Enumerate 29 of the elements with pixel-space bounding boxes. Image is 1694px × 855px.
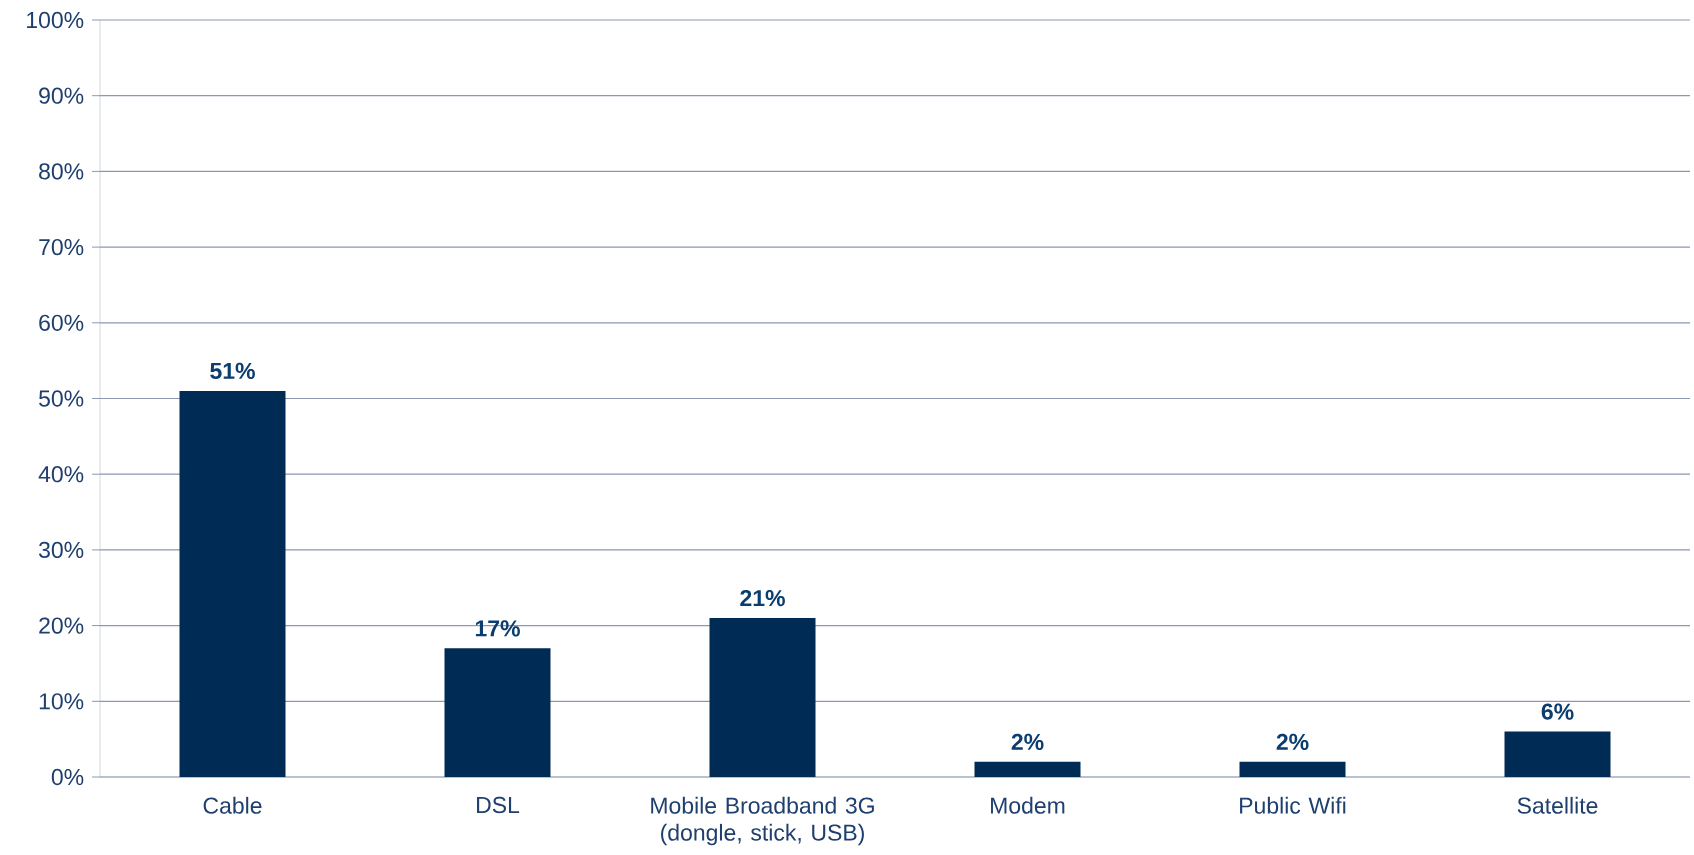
data-label: 2%: [1276, 733, 1309, 750]
y-tick-label: 100%: [27, 11, 84, 29]
y-tick-label: 70%: [39, 238, 84, 256]
x-tick-label: Modem: [991, 796, 1065, 814]
y-tick-label: 90%: [39, 87, 84, 104]
data-label: 17%: [475, 620, 520, 637]
y-tick-label: 60%: [39, 314, 84, 331]
bar: [1239, 761, 1346, 777]
x-tick-label: Satellite: [1517, 796, 1598, 814]
bar: [179, 390, 286, 777]
x-tick-label: Cable: [203, 796, 262, 814]
y-tick-label: 80%: [39, 163, 84, 180]
y-tick-label: 0%: [51, 768, 84, 786]
y-tick-label: 10%: [39, 693, 84, 710]
data-label: 2%: [1011, 733, 1044, 750]
y-tick-label: 30%: [38, 541, 84, 559]
bar: [974, 761, 1081, 777]
y-tick-label: 40%: [38, 466, 84, 483]
y-tick-label: 20%: [39, 617, 84, 634]
bar: [444, 648, 551, 777]
bar: [1504, 731, 1611, 777]
data-label: 21%: [740, 589, 785, 607]
x-tick-label: Public Wifi: [1240, 796, 1346, 814]
bar: [709, 618, 816, 777]
data-label: 51%: [210, 362, 255, 380]
y-tick-label: 50%: [39, 390, 84, 407]
data-label: 6%: [1541, 703, 1574, 720]
x-tick-label: Mobile Broadband 3G (dongle, stick, USB): [651, 796, 874, 846]
x-tick-label: DSL: [477, 796, 520, 814]
